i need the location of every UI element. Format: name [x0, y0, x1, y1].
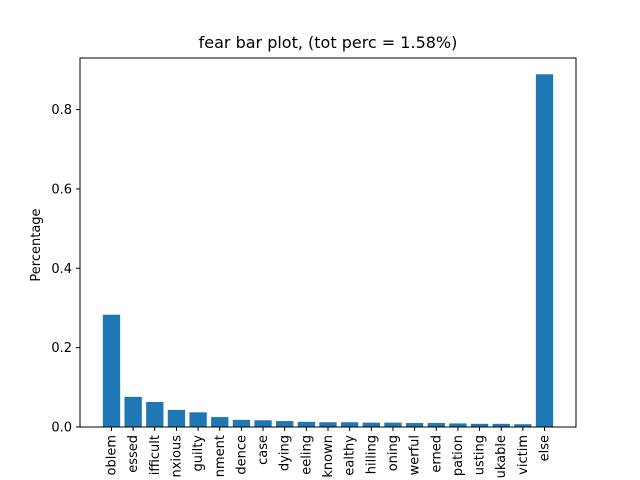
- x-tick-label: werful: [408, 435, 423, 475]
- x-tick-label: oning: [386, 435, 401, 471]
- y-tick-label: 0.8: [51, 103, 72, 118]
- bar-victim: [514, 424, 532, 427]
- y-tick-label: 0.0: [51, 421, 72, 436]
- x-tick-label: oblem: [105, 435, 120, 475]
- x-tick-label: victim: [516, 435, 531, 475]
- bar-eeling: [297, 421, 316, 427]
- bar-nxious: [167, 409, 186, 427]
- x-tick-label: ukable: [494, 435, 509, 478]
- x-tick-label: eeling: [299, 435, 314, 475]
- x-tick-label: nxious: [169, 435, 184, 478]
- plot-frame: [79, 57, 577, 428]
- bar-essed: [124, 396, 142, 427]
- y-tick-label: 0.2: [51, 341, 72, 356]
- bar-oblem: [102, 314, 121, 427]
- x-tick-label: usting: [473, 435, 488, 475]
- bar-nment: [211, 417, 229, 427]
- bar-ealthy: [340, 422, 359, 427]
- bar-dence: [232, 419, 251, 427]
- bar-werful: [405, 423, 424, 427]
- bar-oning: [384, 422, 402, 427]
- bar-known: [319, 422, 337, 427]
- bar-pation: [449, 423, 467, 427]
- bar-usting: [470, 423, 489, 427]
- x-tick-label: ealthy: [343, 435, 358, 476]
- x-tick-label: case: [256, 435, 271, 465]
- y-tick-label: 0.4: [51, 262, 72, 277]
- bar-ifficult: [146, 402, 164, 427]
- x-tick-label: hilling: [364, 435, 379, 474]
- y-tick-label: 0.6: [51, 182, 72, 197]
- x-tick-label: pation: [451, 435, 466, 476]
- x-tick-label: else: [538, 435, 553, 461]
- bar-else: [535, 74, 554, 428]
- x-tick-label: known: [321, 435, 336, 478]
- bar-case: [254, 420, 272, 427]
- x-tick-label: dence: [234, 435, 249, 475]
- x-tick-label: guilty: [191, 435, 206, 472]
- bar-ukable: [492, 423, 510, 427]
- y-axis-label: Percentage: [29, 208, 44, 281]
- bar-dying: [276, 421, 294, 427]
- x-tick-label: ifficult: [148, 435, 163, 475]
- bars-group: [102, 74, 554, 428]
- x-tick-label: dying: [278, 435, 293, 471]
- x-tick-label: erned: [429, 435, 444, 473]
- chart-title: fear bar plot, (tot perc = 1.58%): [199, 33, 458, 52]
- x-axis-ticks: oblem essed ifficult nxious guilty nment dence…: [105, 427, 553, 478]
- bar-erned: [427, 423, 445, 427]
- x-tick-label: essed: [126, 435, 141, 473]
- y-axis-ticks: 0.0 0.2 0.4 0.6 0.8: [51, 103, 80, 436]
- x-tick-label: nment: [213, 435, 228, 477]
- bar-hilling: [362, 422, 380, 427]
- bar-guilty: [189, 412, 207, 427]
